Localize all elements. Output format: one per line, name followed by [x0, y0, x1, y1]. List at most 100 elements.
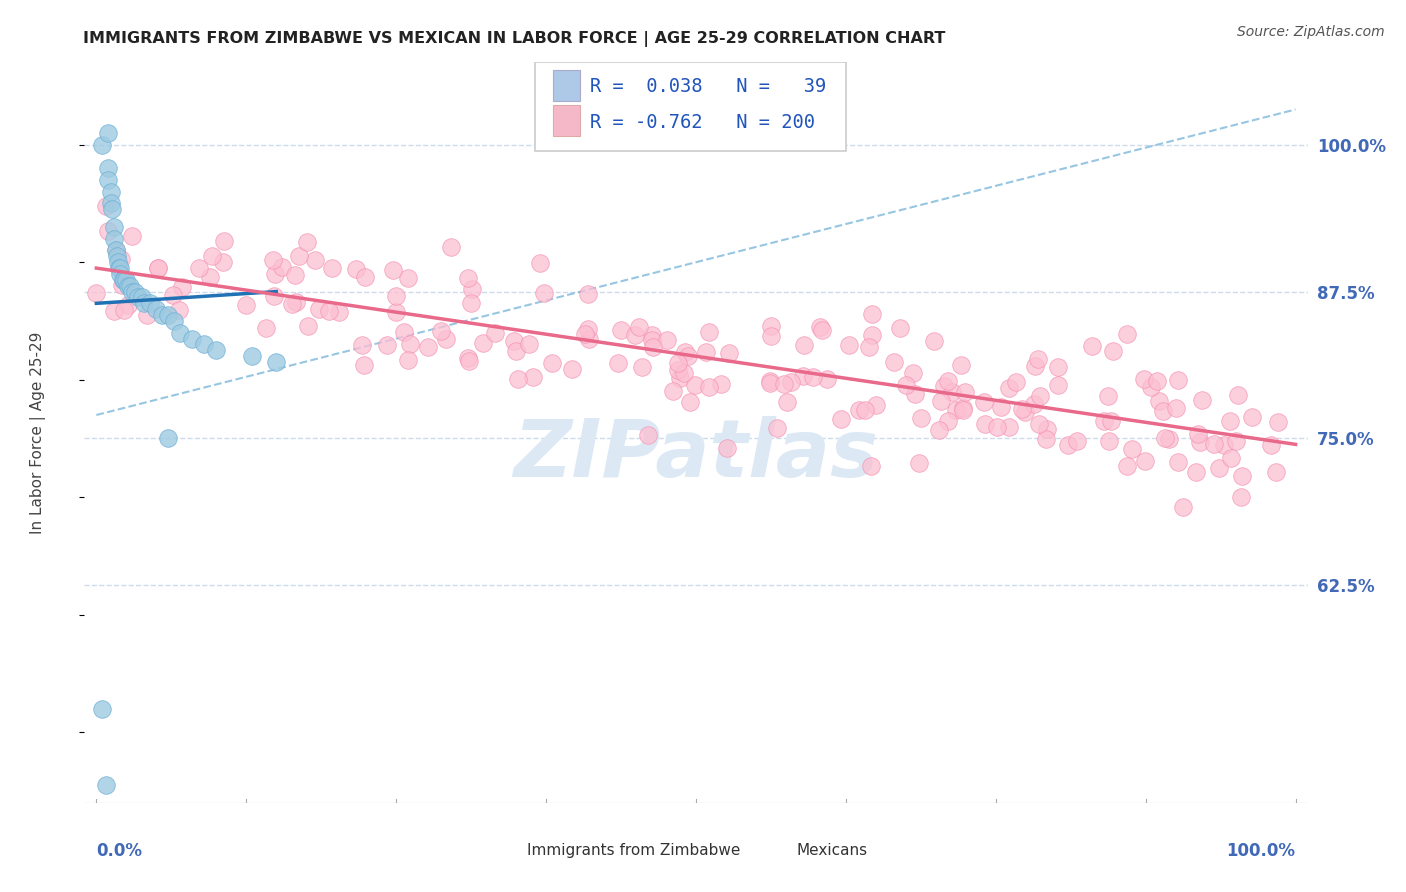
Point [1099, 414, 1122, 428]
Point [145, 302, 167, 317]
Point [610, 323, 633, 337]
Point [624, 327, 647, 342]
Point [1219, 414, 1241, 428]
Point [263, 267, 285, 281]
Point [396, 270, 419, 285]
Point [114, 275, 136, 289]
Bar [758, 838, 785, 864]
Point [1115, 326, 1137, 341]
Point [1035, 422, 1057, 436]
Point [673, 344, 696, 359]
Point [1133, 454, 1156, 468]
Point [679, 395, 702, 409]
Point [662, 384, 685, 398]
Point [200, 269, 222, 284]
Point [86, 285, 108, 300]
Point [815, 372, 838, 386]
Point [162, 288, 184, 302]
Point [111, 277, 134, 292]
Point [110, 267, 132, 281]
Point [101, 202, 124, 217]
Point [953, 385, 976, 400]
Point [385, 289, 408, 303]
Point [440, 240, 463, 254]
Point [716, 441, 738, 455]
Point [533, 286, 555, 301]
Point [1121, 442, 1143, 456]
Point [576, 322, 599, 336]
Point [865, 398, 887, 412]
Point [637, 428, 659, 442]
Point [1115, 458, 1137, 473]
Point [858, 341, 880, 355]
Point [107, 255, 129, 269]
Point [838, 338, 860, 352]
Point [263, 289, 285, 303]
Point [1204, 437, 1226, 451]
Point [100, 185, 122, 199]
Point [973, 395, 995, 409]
Text: R = -0.762   N = 200: R = -0.762 N = 200 [589, 113, 814, 132]
Point [517, 337, 540, 351]
Point [607, 357, 630, 371]
Text: Source: ZipAtlas.com: Source: ZipAtlas.com [1237, 25, 1385, 39]
Point [929, 394, 952, 409]
Point [201, 249, 224, 263]
Point [1028, 389, 1050, 403]
Point [1189, 435, 1212, 450]
Point [941, 384, 963, 399]
Point [399, 336, 422, 351]
Point [96, 199, 118, 213]
Point [949, 358, 972, 372]
Point [350, 338, 373, 352]
Point [103, 304, 125, 318]
Point [848, 403, 870, 417]
Point [169, 326, 191, 340]
Point [780, 375, 803, 389]
Point [801, 370, 824, 384]
Point [697, 380, 720, 394]
Point [883, 355, 905, 369]
Point [139, 296, 162, 310]
Text: 0.0%: 0.0% [97, 842, 142, 860]
Point [150, 308, 173, 322]
Point [860, 327, 883, 342]
Point [318, 303, 340, 318]
Point [416, 340, 439, 354]
Point [91, 702, 114, 716]
Point [429, 324, 451, 338]
Point [284, 295, 307, 310]
Point [934, 378, 956, 392]
Point [136, 309, 159, 323]
Point [974, 417, 997, 432]
Point [457, 351, 479, 366]
Point [910, 410, 932, 425]
Point [759, 374, 782, 388]
Point [1167, 373, 1189, 387]
Point [91, 137, 114, 152]
Bar [553, 70, 579, 101]
Point [382, 263, 405, 277]
Point [458, 354, 481, 368]
Point [264, 355, 287, 369]
Point [131, 290, 153, 304]
Point [666, 363, 689, 377]
Point [112, 273, 135, 287]
Point [460, 296, 482, 310]
Point [1057, 437, 1080, 451]
Point [1024, 359, 1046, 374]
Point [1152, 404, 1174, 418]
Point [103, 232, 125, 246]
Point [505, 343, 527, 358]
Point [904, 386, 927, 401]
Point [695, 345, 717, 359]
Text: In Labor Force | Age 25-29: In Labor Force | Age 25-29 [30, 332, 46, 533]
Point [773, 376, 796, 391]
Point [118, 278, 141, 293]
Point [759, 318, 782, 333]
Point [928, 423, 950, 437]
Point [952, 402, 974, 417]
Point [170, 280, 193, 294]
Point [576, 287, 599, 301]
Point [901, 366, 924, 380]
